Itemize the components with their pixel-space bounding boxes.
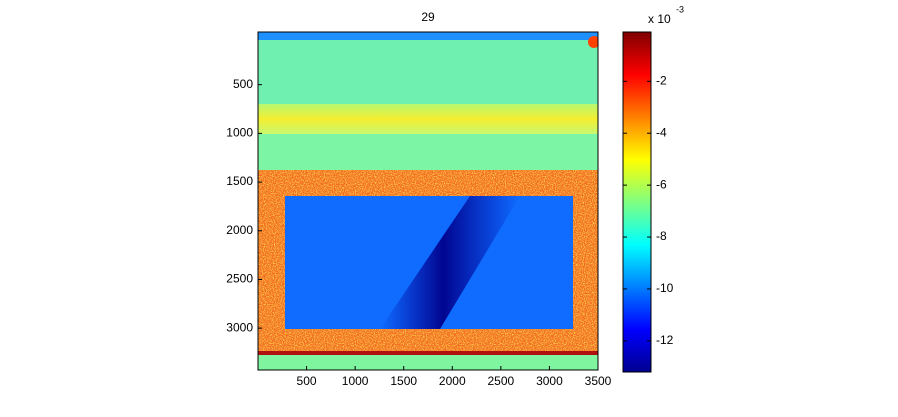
colorbar-tick-label: -8 [656,229,667,243]
x-tick-label: 1500 [390,374,417,388]
y-tick-label: 2000 [226,223,253,237]
colorbar-label: x 10 [648,12,671,26]
x-tick-label: 500 [297,374,317,388]
colorbar-tick-label: -6 [656,177,667,191]
heatmap-image [258,32,598,370]
x-tick-label: 3000 [536,374,563,388]
colorbar-exponent: -3 [676,4,684,14]
y-tick-label: 3000 [226,320,253,334]
x-tick-label: 2000 [439,374,466,388]
colorbar [622,31,652,373]
colorbar-tick-label: -10 [656,281,674,295]
x-tick-label: 3500 [585,374,612,388]
y-tick-label: 500 [233,77,253,91]
chart-title: 29 [421,10,435,24]
colorbar-tick-label: -12 [656,333,674,347]
colorbar-tick-label: -4 [656,125,667,139]
colorbar-tick-label: -2 [656,73,667,87]
y-tick-label: 1500 [226,174,253,188]
y-tick-label: 2500 [226,272,253,286]
x-tick-label: 1000 [342,374,369,388]
x-tick-label: 2500 [488,374,515,388]
y-tick-label: 1000 [226,126,253,140]
axes-box [257,31,599,371]
